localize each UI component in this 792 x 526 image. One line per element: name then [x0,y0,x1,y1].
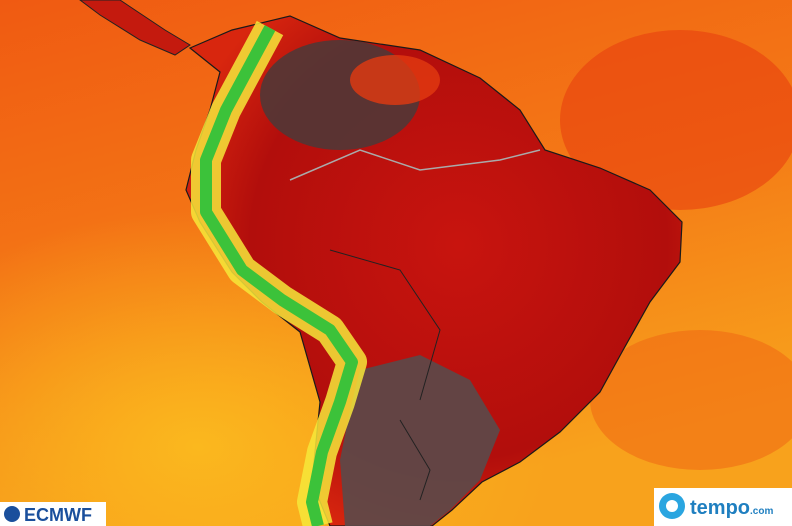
logo-name: tempo [690,497,750,519]
ocean-hot-zone [590,330,792,470]
logo-suffix: .com [750,506,773,517]
border-line [289,149,541,181]
border-line [329,249,441,501]
tempo-logo: tempo.com [654,488,792,526]
central-america [79,0,191,56]
logo-icon-inner [666,500,678,512]
ocean-hot-zone [560,30,792,210]
warm-patch [350,55,440,105]
andes-peaks [200,25,358,526]
logo-text: tempo.com [690,497,773,519]
ecmwf-logo: ECMWF [0,502,106,526]
southern-hot-zone [340,355,500,526]
logo-icon [4,506,20,522]
logo-text: ECMWF [24,505,92,525]
